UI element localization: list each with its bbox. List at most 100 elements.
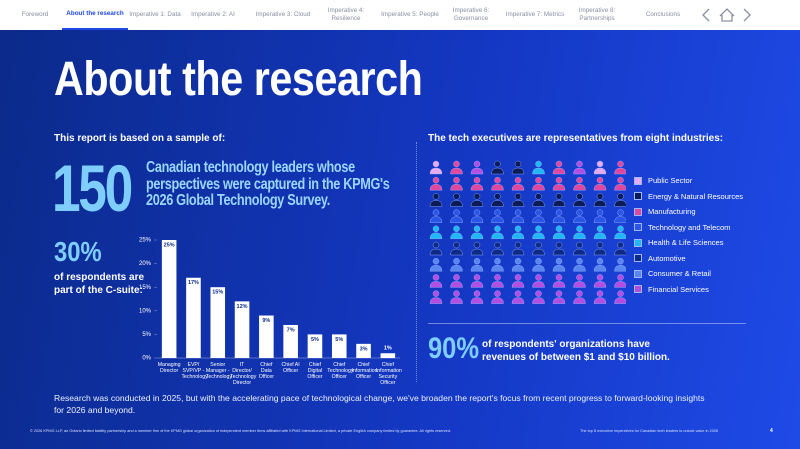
icon-head — [596, 257, 604, 265]
icon-head — [555, 193, 563, 200]
icon-head — [473, 193, 481, 200]
nav-item[interactable]: Imperative 3: Cloud — [255, 11, 311, 19]
value-label: 5% — [311, 337, 319, 343]
icon-body — [511, 232, 525, 239]
icon-head — [473, 160, 481, 168]
icon-head — [617, 193, 624, 200]
person-icon — [573, 209, 586, 223]
nav-item[interactable]: Imperative 1: Data — [129, 11, 181, 19]
icon-head — [494, 241, 501, 249]
icon-body — [532, 183, 545, 191]
icon-head — [617, 160, 624, 168]
icon-head — [494, 193, 501, 200]
icon-head — [555, 209, 563, 216]
nav-item[interactable]: Imperative 5: People — [381, 11, 439, 19]
icon-body — [470, 248, 484, 256]
legal-text: © 2026 KPMG LLP, an Ontario limited liab… — [30, 429, 451, 433]
icon-body — [614, 297, 626, 304]
person-icon — [614, 257, 626, 272]
icon-head — [576, 193, 583, 200]
person-icon — [573, 177, 586, 191]
icon-head — [494, 225, 501, 233]
icon-head — [535, 193, 542, 200]
icon-head — [596, 241, 604, 249]
icon-body — [614, 216, 626, 223]
icon-body — [511, 216, 525, 223]
icon-head — [514, 290, 522, 297]
person-icon — [532, 160, 545, 175]
icon-head — [555, 160, 563, 168]
legend-item: Automotive — [634, 254, 686, 263]
legend-swatch — [634, 238, 642, 247]
legend-label: Technology and Telecom — [648, 222, 731, 232]
x-tick-label: Chief Data Officer — [258, 362, 274, 380]
icon-body — [532, 281, 545, 288]
nav-item[interactable]: Conclusions — [645, 11, 681, 19]
nav-item[interactable]: Foreword — [21, 11, 49, 19]
nav-item[interactable]: Imperative 6: Governance — [452, 7, 490, 22]
person-icon — [450, 209, 463, 223]
icon-head — [494, 257, 501, 265]
icon-head — [576, 274, 583, 281]
legend-item: Financial Services — [634, 285, 709, 294]
big-text: Canadian technology leaders whose perspe… — [146, 159, 390, 210]
x-tick-label: Chief AI Officer — [281, 362, 300, 374]
bar — [186, 277, 201, 358]
person-icon — [491, 241, 504, 256]
person-icon — [511, 290, 525, 304]
icon-body — [470, 281, 484, 288]
icon-head — [473, 209, 481, 216]
person-icon — [552, 225, 566, 239]
icon-body — [429, 264, 443, 272]
icon-head — [596, 274, 604, 281]
legend-label: Consumer & Retail — [648, 269, 711, 278]
legend-item: Health & Life Sciences — [634, 238, 723, 247]
icon-body — [491, 248, 504, 256]
person-icon — [429, 225, 443, 239]
person-icon — [450, 274, 463, 288]
icon-body — [614, 167, 626, 175]
y-tick-label: 15% — [139, 285, 152, 291]
person-icon — [491, 193, 504, 207]
legend-item: Manufacturing — [634, 207, 696, 216]
x-tick-label: EVP/ SVP/VP - Technology — [181, 362, 208, 380]
icon-head — [453, 290, 460, 297]
nav-item[interactable]: Imperative 4: Resilience — [327, 7, 365, 22]
person-icon — [429, 290, 443, 304]
person-icon — [450, 225, 463, 239]
person-icon — [532, 209, 545, 223]
legend-label: Manufacturing — [648, 207, 696, 216]
nav-item[interactable]: Imperative 8: Partnerships — [578, 7, 616, 22]
icon-body — [552, 167, 566, 175]
person-icon — [429, 209, 443, 223]
person-icon — [450, 177, 463, 191]
icon-body — [532, 264, 545, 272]
icon-head — [617, 225, 624, 233]
icon-body — [429, 248, 443, 256]
icon-body — [552, 183, 566, 191]
icon-body — [573, 200, 586, 207]
icon-body — [532, 232, 545, 239]
icon-body — [532, 200, 545, 207]
icon-body — [573, 281, 586, 288]
nav-item[interactable]: About the research — [62, 0, 128, 30]
icon-body — [614, 183, 626, 191]
icon-body — [429, 281, 443, 288]
nav-icons[interactable] — [700, 7, 760, 23]
legend-item: Public Sector — [634, 176, 692, 185]
icon-head — [576, 225, 583, 233]
x-tick-label: Chief Information Security Officer — [375, 362, 402, 386]
person-icon — [491, 209, 504, 223]
nav-item[interactable]: Imperative 7: Metrics — [505, 11, 565, 19]
person-icon — [511, 241, 525, 256]
icon-head — [617, 177, 624, 184]
icon-head — [494, 274, 501, 281]
nav-item[interactable]: Imperative 2: AI — [191, 11, 235, 19]
bar — [331, 334, 347, 358]
person-icon — [470, 225, 484, 239]
person-icon — [491, 290, 504, 304]
person-icon — [552, 193, 566, 207]
divider — [416, 142, 417, 382]
